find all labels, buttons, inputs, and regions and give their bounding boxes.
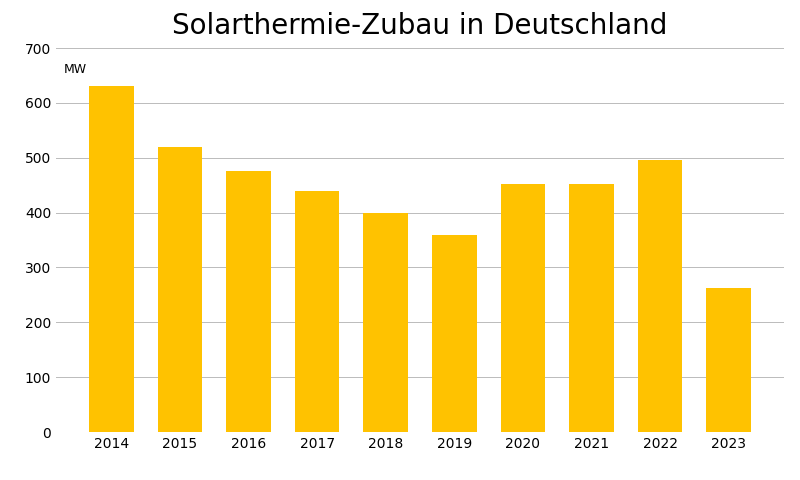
Text: MW: MW (63, 63, 86, 76)
Bar (226, 171, 271, 432)
Bar (638, 160, 682, 432)
Bar (89, 86, 134, 432)
Bar (569, 184, 614, 432)
Bar (295, 191, 339, 432)
Title: Solarthermie-Zubau in Deutschland: Solarthermie-Zubau in Deutschland (172, 12, 668, 40)
Bar (501, 184, 545, 432)
Bar (158, 147, 202, 432)
Bar (363, 213, 408, 432)
Bar (432, 235, 477, 432)
Bar (706, 288, 751, 432)
